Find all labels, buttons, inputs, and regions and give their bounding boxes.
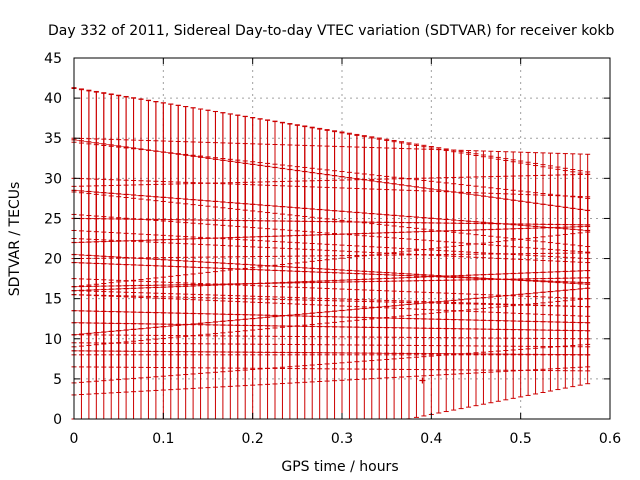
x-tick-label: 0.3	[331, 431, 353, 447]
series-line	[73, 139, 588, 211]
x-tick-label: 0.5	[510, 431, 532, 447]
series-line	[73, 322, 588, 332]
y-tick-label: 0	[53, 412, 62, 428]
x-tick-label: 0.2	[242, 431, 264, 447]
y-tick-label: 15	[44, 292, 62, 308]
series-line	[73, 270, 588, 291]
series-line	[73, 226, 588, 243]
x-tick-label: 0.4	[420, 431, 442, 447]
series-s5	[71, 290, 591, 356]
x-tick-label: 0.1	[152, 431, 174, 447]
series-line	[73, 190, 588, 231]
series-line	[73, 350, 588, 356]
series-line	[73, 254, 588, 285]
x-tick-label: 0	[70, 431, 79, 447]
x-tick-label: 0.6	[599, 431, 621, 447]
series-s4	[71, 137, 591, 348]
series-line	[73, 218, 588, 226]
x-axis-label: GPS time / hours	[281, 459, 398, 475]
y-tick-label: 30	[44, 171, 62, 187]
series-line	[73, 287, 588, 336]
series-line	[73, 277, 588, 287]
y-tick-label: 5	[53, 372, 62, 388]
series-line	[73, 310, 588, 323]
data-series	[71, 87, 591, 420]
y-tick-label: 40	[44, 91, 62, 107]
series-s2	[71, 173, 591, 396]
y-axis-label: SDTVAR / TECUs	[7, 182, 23, 297]
chart-title: Day 332 of 2011, Sidereal Day-to-day VTE…	[48, 23, 614, 39]
series-s8	[71, 87, 591, 248]
series-s12	[71, 213, 591, 317]
y-tick-label: 10	[44, 332, 62, 348]
y-tick-label: 45	[44, 51, 62, 67]
y-tick-label: 25	[44, 211, 62, 227]
y-tick-label: 20	[44, 252, 62, 268]
plot-frame	[73, 57, 611, 420]
y-tick-label: 35	[44, 131, 62, 147]
axis-ticks: 0 0.1 0.2 0.3 0.4 0.5 0.6 0 5 10 15 20 25 30 35 40 45	[44, 51, 621, 447]
